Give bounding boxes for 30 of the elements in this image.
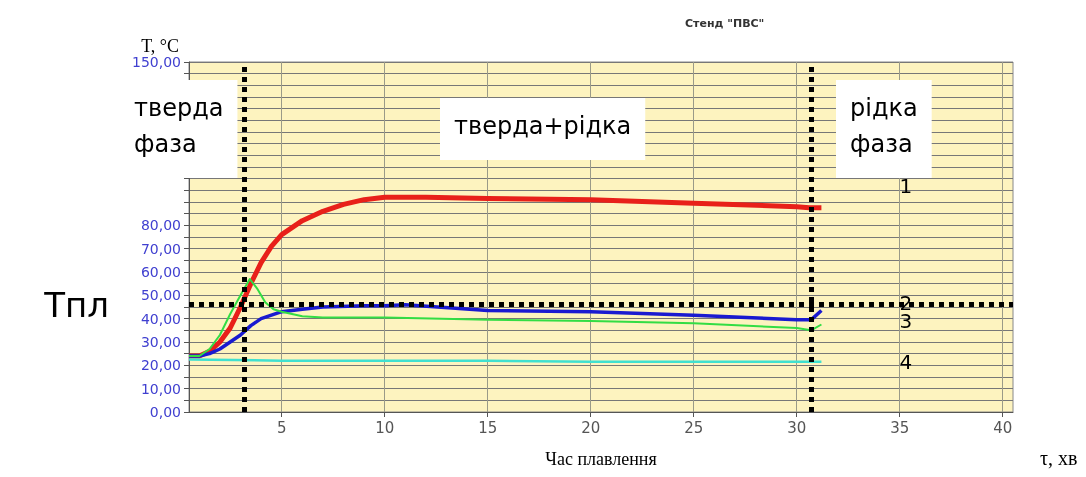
- x-tick-label: 5: [276, 418, 287, 437]
- annotation: тверда+рідка: [454, 112, 632, 140]
- text: 2: [899, 290, 913, 315]
- x-tick-label: 40: [993, 418, 1013, 437]
- line-series: [188, 278, 823, 357]
- y-tick-label: 20,00: [140, 357, 181, 374]
- text: 1: [899, 173, 913, 198]
- x-tick-label: 10: [375, 418, 395, 437]
- x-tick-label: 35: [890, 418, 910, 437]
- y-tick-label: 10,00: [140, 380, 181, 397]
- x-axis-title: Час плавлення: [545, 449, 657, 469]
- y-tick-label: 150,00: [132, 54, 181, 70]
- y-tick-label: 30,00: [140, 334, 181, 350]
- text: τ, хв: [1040, 447, 1078, 469]
- y-axis-title: T, °C: [141, 36, 179, 57]
- y-tick-label: 70,00: [140, 240, 181, 257]
- x-tick-label: 15: [478, 418, 498, 437]
- y-tick-label: 60,00: [140, 264, 181, 280]
- text: 4: [899, 349, 913, 374]
- ref-line-label: Тпл: [43, 284, 109, 325]
- y-tick-label: 0,00: [149, 404, 181, 420]
- y-tick-label: 80,00: [140, 217, 181, 234]
- y-tick-label: 50,00: [140, 287, 181, 304]
- x-tick-label: 25: [684, 418, 704, 437]
- x-tick-label: 20: [581, 418, 601, 437]
- x-tick-label: 30: [787, 418, 807, 437]
- annotation: рідка фаза: [850, 94, 918, 158]
- annotation: тверда фаза: [134, 94, 224, 158]
- chart-title: Стенд "ПВС": [685, 17, 765, 30]
- y-tick-label: 40,00: [140, 310, 181, 327]
